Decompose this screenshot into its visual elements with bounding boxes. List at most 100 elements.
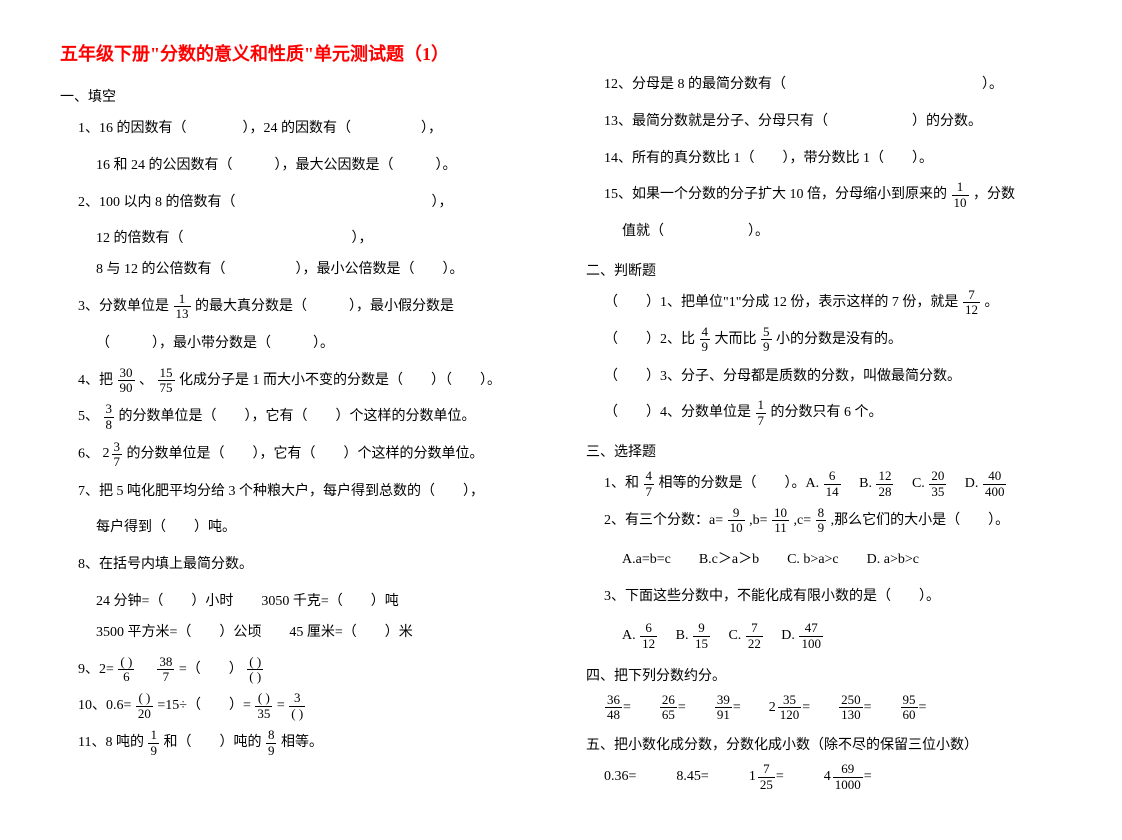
- left-column: 五年级下册"分数的意义和性质"单元测试题（1） 一、填空 1、16 的因数有（ …: [60, 40, 536, 800]
- choice-2: 2、有三个分数：a= 910 ,b= 1011 ,c= 89 ,那么它们的大小是…: [604, 506, 1062, 537]
- q11: 11、8 吨的 19 和（ ）吨的 89 相等。: [78, 728, 536, 759]
- q9-frac3: ( )( ): [247, 655, 263, 685]
- q2-line2: 12 的倍数有（ ），: [96, 224, 536, 255]
- q5-post: 的分数单位是（ ），它有（ ）个这样的分数单位。: [119, 409, 476, 424]
- q3-line1: 3、分数单位是 113 的最大真分数是（ ），最小假分数是: [78, 292, 536, 323]
- sim-5: 9560=: [900, 693, 927, 723]
- q7-line2: 每户得到（ ）吨。: [96, 513, 536, 544]
- c3-fc: 722: [746, 621, 763, 651]
- c2-m2: ,c=: [794, 513, 812, 528]
- q11-mid: 和（ ）吨的: [163, 735, 261, 750]
- q3-post: 的最大真分数是（ ），最小假分数是: [195, 299, 454, 314]
- choice-3-opts: A. 612 B. 915 C. 722 D. 47100: [622, 619, 1062, 653]
- dec-a: 0.36=: [604, 762, 636, 792]
- j2-mid: 大而比: [715, 332, 757, 347]
- q11-frac1: 19: [148, 728, 159, 758]
- judge-4: （ ）4、分数单位是 17 的分数只有 6 个。: [604, 398, 1062, 429]
- q4-post: 化成分子是 1 而大小不变的分数是（ ）（ ）。: [179, 373, 501, 388]
- q5: 5、 38 的分数单位是（ ），它有（ ）个这样的分数单位。: [78, 402, 536, 433]
- sim-1: 2665=: [659, 693, 686, 723]
- c3-a: A.: [622, 628, 636, 643]
- q6-pre: 6、: [78, 447, 99, 462]
- q13: 13、最简分数就是分子、分母只有（ ）的分数。: [604, 107, 1062, 138]
- q12: 12、分母是 8 的最简分数有（ ）。: [604, 70, 1062, 101]
- q5-frac: 38: [104, 402, 115, 432]
- j2-frac2: 59: [761, 325, 772, 355]
- judge-1: （ ）1、把单位"1"分成 12 份，表示这样的 7 份，就是 712 。: [604, 288, 1062, 319]
- j1-pre: （ ）1、把单位"1"分成 12 份，表示这样的 7 份，就是: [604, 295, 958, 310]
- q11-frac2: 89: [266, 728, 277, 758]
- q14: 14、所有的真分数比 1（ ），带分数比 1（ ）。: [604, 144, 1062, 175]
- q5-pre: 5、: [78, 409, 99, 424]
- q4-pre: 4、把: [78, 373, 113, 388]
- q6: 6、 2 37 的分数单位是（ ），它有（ ）个这样的分数单位。: [78, 439, 536, 470]
- q9-mid1: [139, 662, 153, 677]
- c2-m1: ,b=: [749, 513, 767, 528]
- c3-b: B.: [662, 628, 689, 643]
- dec-b: 8.45=: [676, 762, 708, 792]
- j2-post: 小的分数是没有的。: [776, 332, 902, 347]
- q8-head: 8、在括号内填上最简分数。: [78, 550, 536, 581]
- q15-frac: 110: [952, 180, 969, 210]
- c3-c: C.: [714, 628, 741, 643]
- section-5-head: 五、把小数化成分数，分数化成小数（除不尽的保留三位小数）: [586, 734, 1062, 754]
- c2-fc: 89: [816, 506, 827, 536]
- section-1-head: 一、填空: [60, 86, 536, 106]
- q10-frac1: ( )20: [136, 691, 153, 721]
- c1-fb: 1228: [876, 469, 893, 499]
- c2-post: ,那么它们的大小是（ ）。: [831, 513, 1010, 528]
- q4: 4、把 3090 、 1575 化成分子是 1 而大小不变的分数是（ ）（ ）。: [78, 366, 536, 397]
- c3-d: D.: [767, 628, 795, 643]
- dec-d: 4691000 =: [824, 762, 872, 792]
- choice-2-opts: A.a=b=c B.c＞a＞b C. b>a>c D. a>b>c: [622, 543, 1062, 577]
- j1-post: 。: [984, 295, 998, 310]
- j1-frac: 712: [963, 288, 980, 318]
- q15-pre: 15、如果一个分数的分子扩大 10 倍，分母缩小到原来的: [604, 187, 947, 202]
- q9-pre: 9、2=: [78, 662, 114, 677]
- q1-line2: 16 和 24 的公因数有（ ），最大公因数是（ ）。: [96, 151, 536, 182]
- q10-mid1: =15÷（ ）=: [157, 698, 250, 713]
- section-4-head: 四、把下列分数约分。: [586, 665, 1062, 685]
- q15-post: ，分数: [973, 187, 1015, 202]
- right-column: 12、分母是 8 的最简分数有（ ）。 13、最简分数就是分子、分母只有（ ）的…: [586, 40, 1062, 800]
- q4-mid: 、: [139, 373, 153, 388]
- q3-line2: （ ），最小带分数是（ ）。: [96, 329, 536, 360]
- q8-line1: 24 分钟=（ ）小时 3050 千克=（ ）吨: [96, 587, 536, 618]
- q4-frac1: 3090: [118, 366, 135, 396]
- c1-fc: 2035: [929, 469, 946, 499]
- q8-line2: 3500 平方米=（ ）公顷 45 厘米=（ ）米: [96, 618, 536, 649]
- q6-mixed: 2 37: [103, 439, 124, 470]
- q9-mid2: =（ ）: [179, 662, 243, 677]
- c1-d: D.: [951, 476, 979, 491]
- j2-frac1: 49: [700, 325, 711, 355]
- q10: 10、0.6= ( )20 =15÷（ ）= ( )35 = 3( ): [78, 691, 536, 722]
- dec-c: 1725 =: [749, 762, 784, 792]
- q15-line1: 15、如果一个分数的分子扩大 10 倍，分母缩小到原来的 110 ，分数: [604, 180, 1062, 211]
- c1-fa: 614: [824, 469, 841, 499]
- sim-2: 3991=: [714, 693, 741, 723]
- judge-2: （ ）2、比 49 大而比 59 小的分数是没有的。: [604, 325, 1062, 356]
- c1-c: C.: [898, 476, 925, 491]
- q10-pre: 10、0.6=: [78, 698, 131, 713]
- q3-pre: 3、分数单位是: [78, 299, 169, 314]
- q6-post: 的分数单位是（ ），它有（ ）个这样的分数单位。: [127, 447, 484, 462]
- judge-3: （ ）3、分子、分母都是质数的分数，叫做最简分数。: [604, 362, 1062, 393]
- c3-fd: 47100: [799, 621, 823, 651]
- c1-b: B.: [845, 476, 872, 491]
- page: 五年级下册"分数的意义和性质"单元测试题（1） 一、填空 1、16 的因数有（ …: [60, 40, 1062, 800]
- choice-1: 1、和 47 相等的分数是（ ）。A. 614 B. 1228 C. 2035 …: [604, 469, 1062, 500]
- q15-line2: 值就（ ）。: [622, 217, 1062, 248]
- section-3-head: 三、选择题: [586, 441, 1062, 461]
- simplify-row: 3648= 2665= 3991= 235120= 250130= 9560=: [604, 693, 1062, 723]
- q9-frac2: 387: [157, 655, 174, 685]
- q11-pre: 11、8 吨的: [78, 735, 144, 750]
- sim-4: 250130=: [838, 693, 871, 723]
- c1-pre: 1、和: [604, 476, 639, 491]
- q9: 9、2= ( )6 387 =（ ） ( )( ): [78, 655, 536, 686]
- j4-pre: （ ）4、分数单位是: [604, 405, 751, 420]
- section-2-head: 二、判断题: [586, 260, 1062, 280]
- c1-mid: 相等的分数是（ ）。A.: [659, 476, 820, 491]
- c1-fd: 40400: [983, 469, 1007, 499]
- c3-fb: 915: [693, 621, 710, 651]
- sim-3: 235120=: [769, 693, 810, 723]
